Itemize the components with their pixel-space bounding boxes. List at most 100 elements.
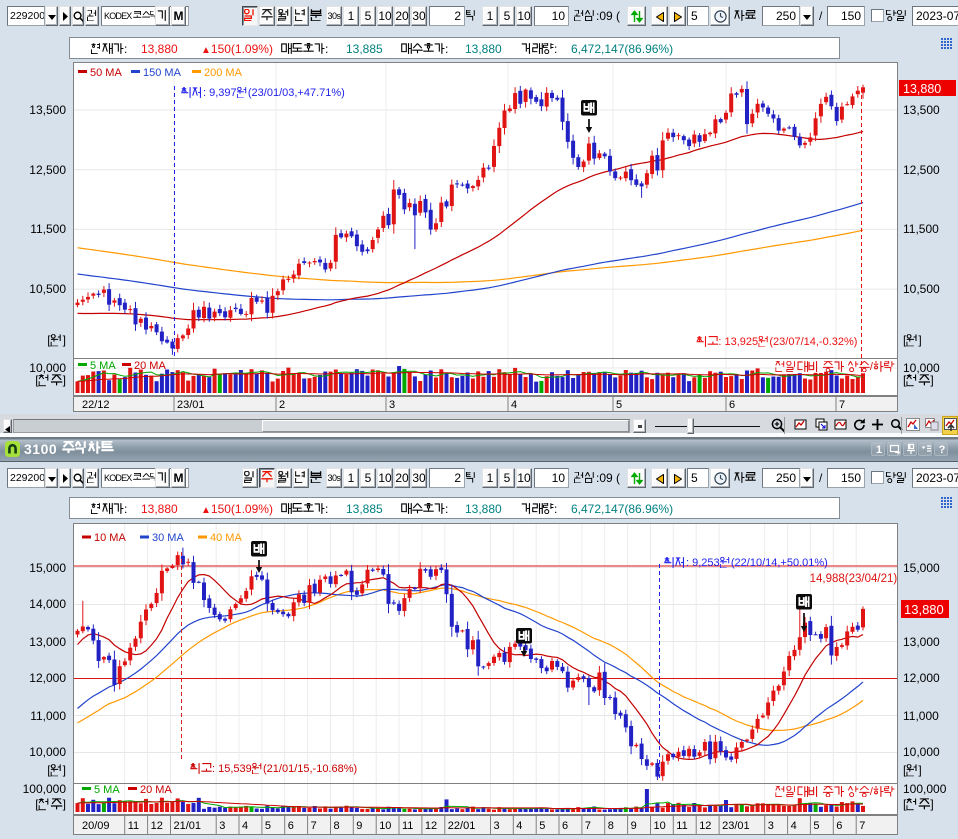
svg-text:5 MA: 5 MA — [94, 784, 120, 796]
svg-text:9: 9 — [356, 820, 362, 832]
svg-text:13,000: 13,000 — [903, 635, 940, 649]
svg-text:4: 4 — [791, 820, 797, 832]
svg-text:[: [ — [35, 373, 39, 387]
svg-text:: 13,925: : 13,925 — [718, 336, 758, 348]
svg-text:]: ] — [930, 797, 933, 811]
svg-text:10,000: 10,000 — [903, 745, 940, 759]
svg-text:6: 6 — [562, 820, 568, 832]
svg-text:]: ] — [63, 333, 66, 347]
svg-text:[: [ — [903, 373, 907, 387]
svg-text:[: [ — [903, 797, 907, 811]
svg-text:]: ] — [63, 373, 66, 387]
svg-text:100,000: 100,000 — [23, 782, 67, 796]
svg-text:10,500: 10,500 — [29, 282, 66, 296]
svg-text:7: 7 — [859, 820, 865, 832]
svg-text:3: 3 — [219, 820, 225, 832]
svg-text:: 9,253: : 9,253 — [686, 557, 720, 569]
svg-text:10: 10 — [654, 820, 666, 832]
svg-text:11,500: 11,500 — [30, 222, 66, 236]
svg-text:15,000: 15,000 — [903, 561, 940, 575]
svg-text:3: 3 — [494, 820, 500, 832]
svg-text:12,500: 12,500 — [29, 163, 66, 177]
svg-text:10,000: 10,000 — [903, 361, 940, 375]
svg-text:[: [ — [35, 797, 39, 811]
svg-text:: 9,397: : 9,397 — [203, 87, 237, 99]
svg-text:5 MA: 5 MA — [90, 360, 116, 372]
svg-text:21/01: 21/01 — [174, 820, 202, 832]
svg-text:10,500: 10,500 — [903, 282, 940, 296]
svg-text:150 MA: 150 MA — [143, 67, 182, 79]
svg-text:[: [ — [903, 763, 907, 777]
svg-text:10,000: 10,000 — [29, 361, 66, 375]
svg-text:20 MA: 20 MA — [134, 360, 166, 372]
svg-text:10 MA: 10 MA — [94, 532, 126, 544]
svg-text:4: 4 — [516, 820, 522, 832]
svg-text:5: 5 — [616, 399, 622, 411]
svg-text:8: 8 — [334, 820, 340, 832]
svg-text:]: ] — [918, 333, 921, 347]
svg-text:11,000: 11,000 — [30, 709, 66, 723]
svg-text:30 MA: 30 MA — [152, 532, 184, 544]
svg-text:5: 5 — [265, 820, 271, 832]
svg-text:[: [ — [47, 763, 51, 777]
svg-text:11: 11 — [676, 820, 687, 832]
svg-text:23/01: 23/01 — [722, 820, 750, 832]
svg-text:20 MA: 20 MA — [140, 784, 172, 796]
svg-text:12: 12 — [151, 820, 163, 832]
svg-text:(23/07/14,-0.32%): (23/07/14,-0.32%) — [769, 336, 857, 348]
svg-text:: 15,539: : 15,539 — [212, 763, 252, 775]
svg-text:14,988(23/04/21): 14,988(23/04/21) — [810, 573, 898, 585]
svg-text:/: / — [870, 786, 874, 798]
svg-text:7: 7 — [585, 820, 591, 832]
svg-text:12: 12 — [699, 820, 711, 832]
svg-text:13,880: 13,880 — [903, 82, 941, 96]
svg-text:(21/01/15,-10.68%): (21/01/15,-10.68%) — [263, 763, 357, 775]
svg-text:10: 10 — [379, 820, 391, 832]
svg-text:6: 6 — [288, 820, 294, 832]
svg-text:7: 7 — [839, 399, 845, 411]
svg-text:23/01: 23/01 — [177, 399, 205, 411]
svg-text:4: 4 — [511, 399, 517, 411]
svg-text:[: [ — [903, 333, 907, 347]
svg-text:5: 5 — [539, 820, 545, 832]
svg-text:22/12: 22/12 — [82, 399, 110, 411]
svg-text:5: 5 — [813, 820, 819, 832]
svg-text:9: 9 — [631, 820, 637, 832]
svg-text:200 MA: 200 MA — [204, 67, 243, 79]
svg-text:7: 7 — [311, 820, 317, 832]
svg-text:12,000: 12,000 — [903, 671, 940, 685]
svg-text:(23/01/03,+47.71%): (23/01/03,+47.71%) — [248, 87, 345, 99]
svg-text:15,000: 15,000 — [29, 561, 66, 575]
svg-text:11,500: 11,500 — [903, 222, 939, 236]
svg-text:1: 1 — [876, 444, 882, 456]
svg-text:100,000: 100,000 — [903, 782, 947, 796]
svg-text:(22/10/14,+50.01%): (22/10/14,+50.01%) — [731, 557, 828, 569]
svg-text:14,000: 14,000 — [29, 597, 66, 611]
svg-text:[: [ — [47, 333, 51, 347]
svg-text:10,000: 10,000 — [29, 745, 66, 759]
svg-text:40 MA: 40 MA — [210, 532, 242, 544]
svg-text:50 MA: 50 MA — [90, 67, 122, 79]
svg-text:6: 6 — [729, 399, 735, 411]
svg-text:8: 8 — [608, 820, 614, 832]
svg-text:3: 3 — [389, 399, 395, 411]
svg-text:11: 11 — [128, 820, 139, 832]
svg-text:12: 12 — [425, 820, 437, 832]
svg-text:11: 11 — [402, 820, 413, 832]
svg-text:13,500: 13,500 — [903, 103, 940, 117]
svg-text:13,500: 13,500 — [29, 103, 66, 117]
svg-text:]: ] — [63, 763, 66, 777]
svg-text:/: / — [870, 361, 874, 373]
svg-text:13,880: 13,880 — [904, 602, 944, 617]
svg-text:22/01: 22/01 — [448, 820, 476, 832]
svg-text:20/09: 20/09 — [82, 820, 110, 832]
svg-text:?: ? — [939, 444, 946, 456]
svg-text:12,500: 12,500 — [903, 163, 940, 177]
svg-text:2: 2 — [279, 399, 285, 411]
svg-text:]: ] — [918, 763, 921, 777]
svg-text:12,000: 12,000 — [29, 671, 66, 685]
svg-text:]: ] — [930, 373, 933, 387]
svg-text:4: 4 — [242, 820, 248, 832]
svg-text:13,000: 13,000 — [29, 635, 66, 649]
svg-text:3: 3 — [768, 820, 774, 832]
